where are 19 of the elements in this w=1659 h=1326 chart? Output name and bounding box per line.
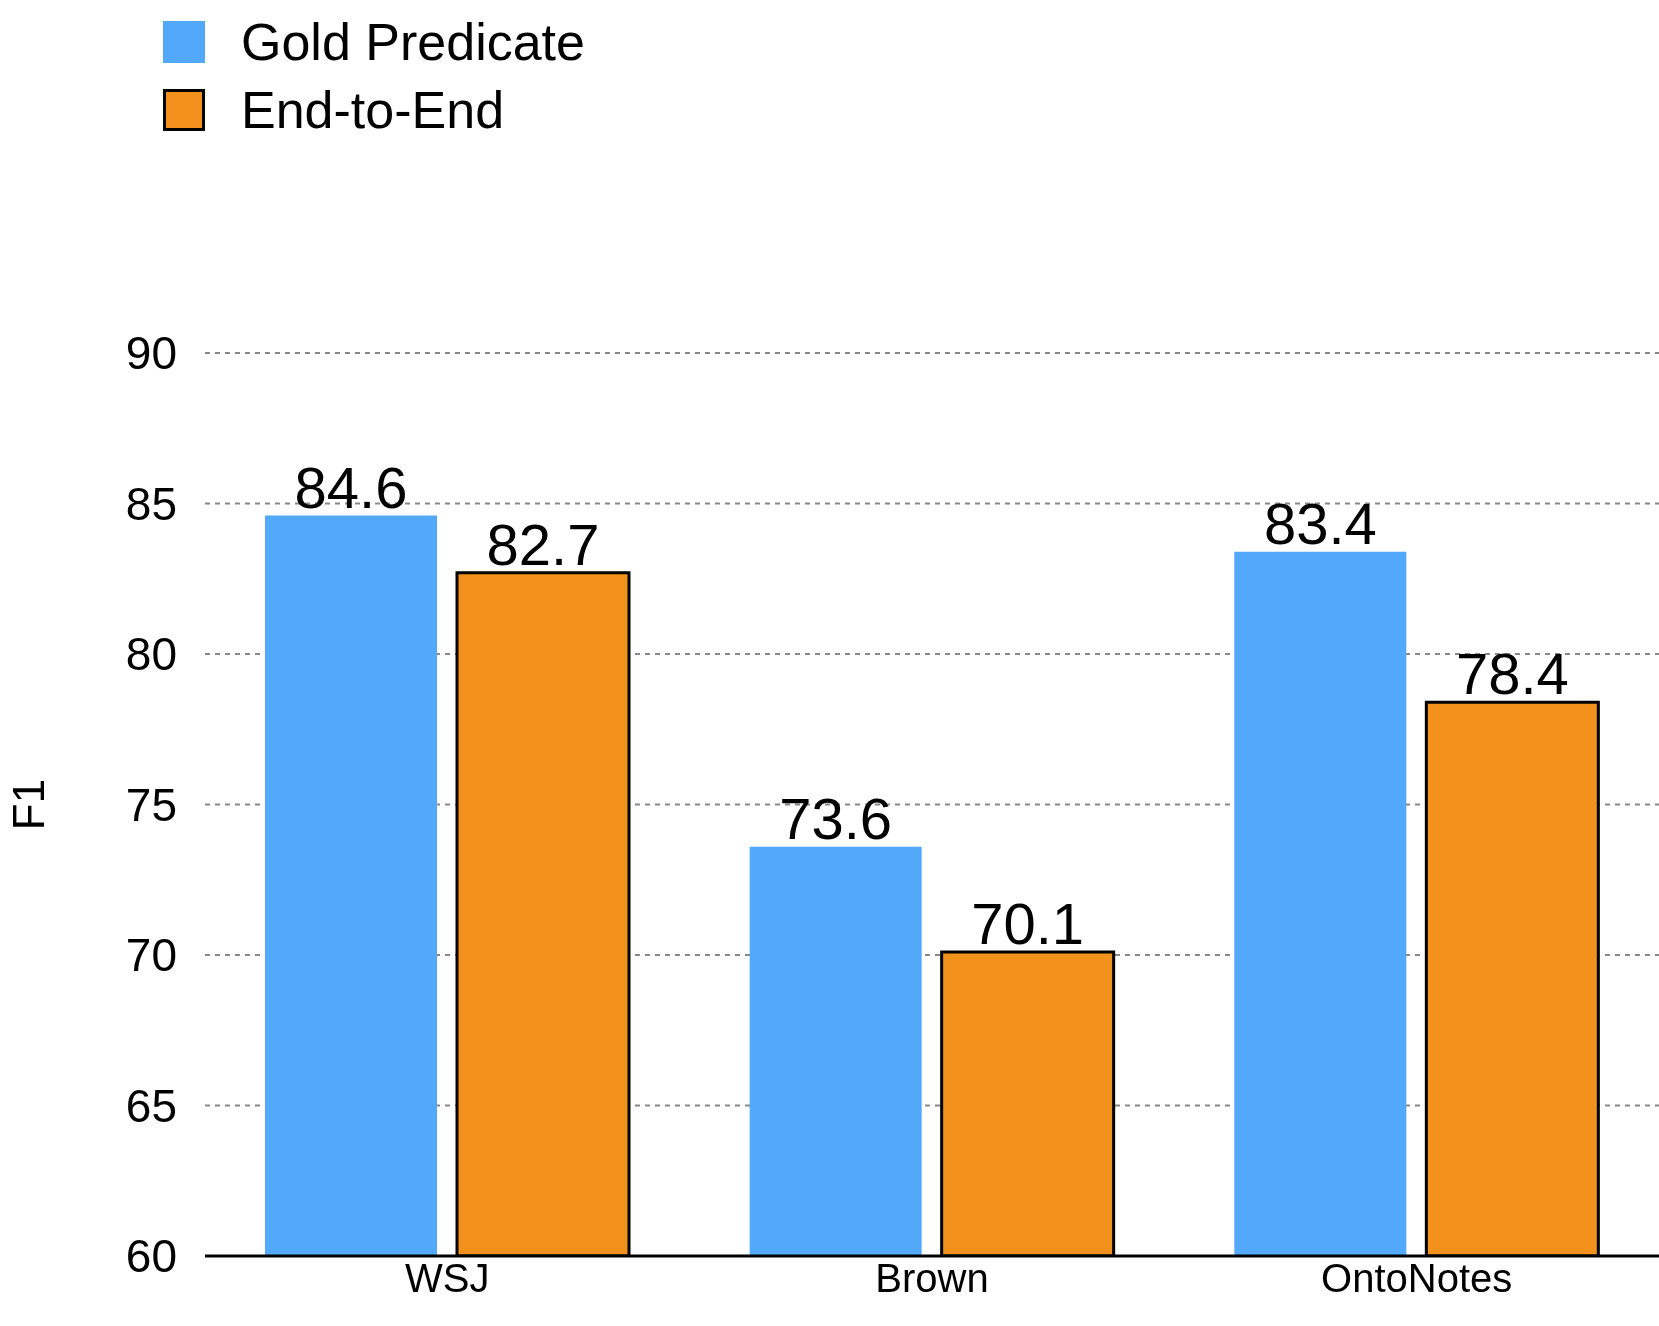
y-tick-label: 85 bbox=[125, 477, 177, 530]
data-label: 84.6 bbox=[294, 454, 408, 520]
data-label: 78.4 bbox=[1455, 641, 1569, 707]
y-tick-label: 75 bbox=[125, 778, 177, 831]
data-label: 70.1 bbox=[971, 890, 1085, 956]
y-tick-label: 80 bbox=[125, 628, 177, 681]
data-label: 82.7 bbox=[486, 511, 600, 577]
data-label: 83.4 bbox=[1263, 490, 1377, 556]
legend-label: End-to-End bbox=[241, 80, 505, 140]
y-tick-label: 65 bbox=[125, 1079, 177, 1132]
y-tick-label: 70 bbox=[125, 929, 177, 982]
y-axis-title: F1 bbox=[3, 778, 53, 831]
x-tick-label: OntoNotes bbox=[1321, 1256, 1513, 1301]
legend-label: Gold Predicate bbox=[241, 12, 585, 72]
x-tick-label: Brown bbox=[875, 1256, 989, 1301]
data-label: 73.6 bbox=[779, 785, 893, 851]
y-tick-label: 60 bbox=[125, 1230, 177, 1283]
y-tick-label: 90 bbox=[125, 327, 177, 380]
x-tick-label: WSJ bbox=[405, 1256, 490, 1301]
